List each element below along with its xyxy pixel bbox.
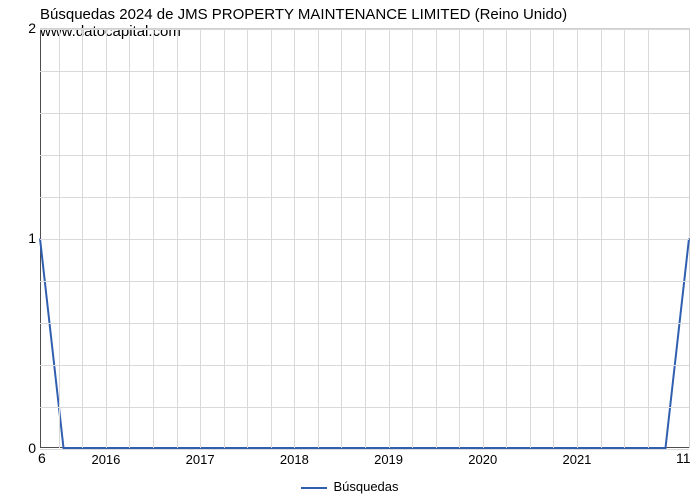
legend: Búsquedas — [0, 479, 700, 494]
vgrid-line — [412, 29, 413, 448]
x-tick-label: 2018 — [280, 452, 309, 467]
vgrid-line — [129, 29, 130, 448]
vgrid-line — [530, 29, 531, 448]
vgrid-line — [224, 29, 225, 448]
vgrid-line — [294, 29, 295, 448]
y-tick-label: 1 — [28, 230, 36, 246]
vgrid-line — [648, 29, 649, 448]
x-tick-label: 2021 — [562, 452, 591, 467]
hgrid-line — [40, 449, 689, 450]
vgrid-line — [106, 29, 107, 448]
vgrid-line — [389, 29, 390, 448]
endpoint-label-right: 11 — [676, 450, 691, 466]
vgrid-line — [459, 29, 460, 448]
y-tick-label: 0 — [28, 440, 36, 456]
y-tick-label: 2 — [28, 20, 36, 36]
vgrid-line — [177, 29, 178, 448]
vgrid-line — [436, 29, 437, 448]
vgrid-line — [247, 29, 248, 448]
vgrid-line — [59, 29, 60, 448]
vgrid-line — [624, 29, 625, 448]
vgrid-line — [153, 29, 154, 448]
vgrid-line — [82, 29, 83, 448]
vgrid-line — [200, 29, 201, 448]
vgrid-line — [601, 29, 602, 448]
x-tick-label: 2019 — [374, 452, 403, 467]
x-tick-label: 2017 — [186, 452, 215, 467]
vgrid-line — [365, 29, 366, 448]
vgrid-line — [553, 29, 554, 448]
endpoint-label-left: 6 — [38, 450, 46, 466]
vgrid-line — [318, 29, 319, 448]
vgrid-line — [341, 29, 342, 448]
vgrid-line — [271, 29, 272, 448]
legend-swatch — [301, 487, 327, 489]
vgrid-line — [577, 29, 578, 448]
vgrid-line — [483, 29, 484, 448]
plot-area — [40, 28, 690, 448]
vgrid-line — [506, 29, 507, 448]
x-tick-label: 2020 — [468, 452, 497, 467]
x-tick-label: 2016 — [91, 452, 120, 467]
legend-label: Búsquedas — [333, 479, 398, 494]
